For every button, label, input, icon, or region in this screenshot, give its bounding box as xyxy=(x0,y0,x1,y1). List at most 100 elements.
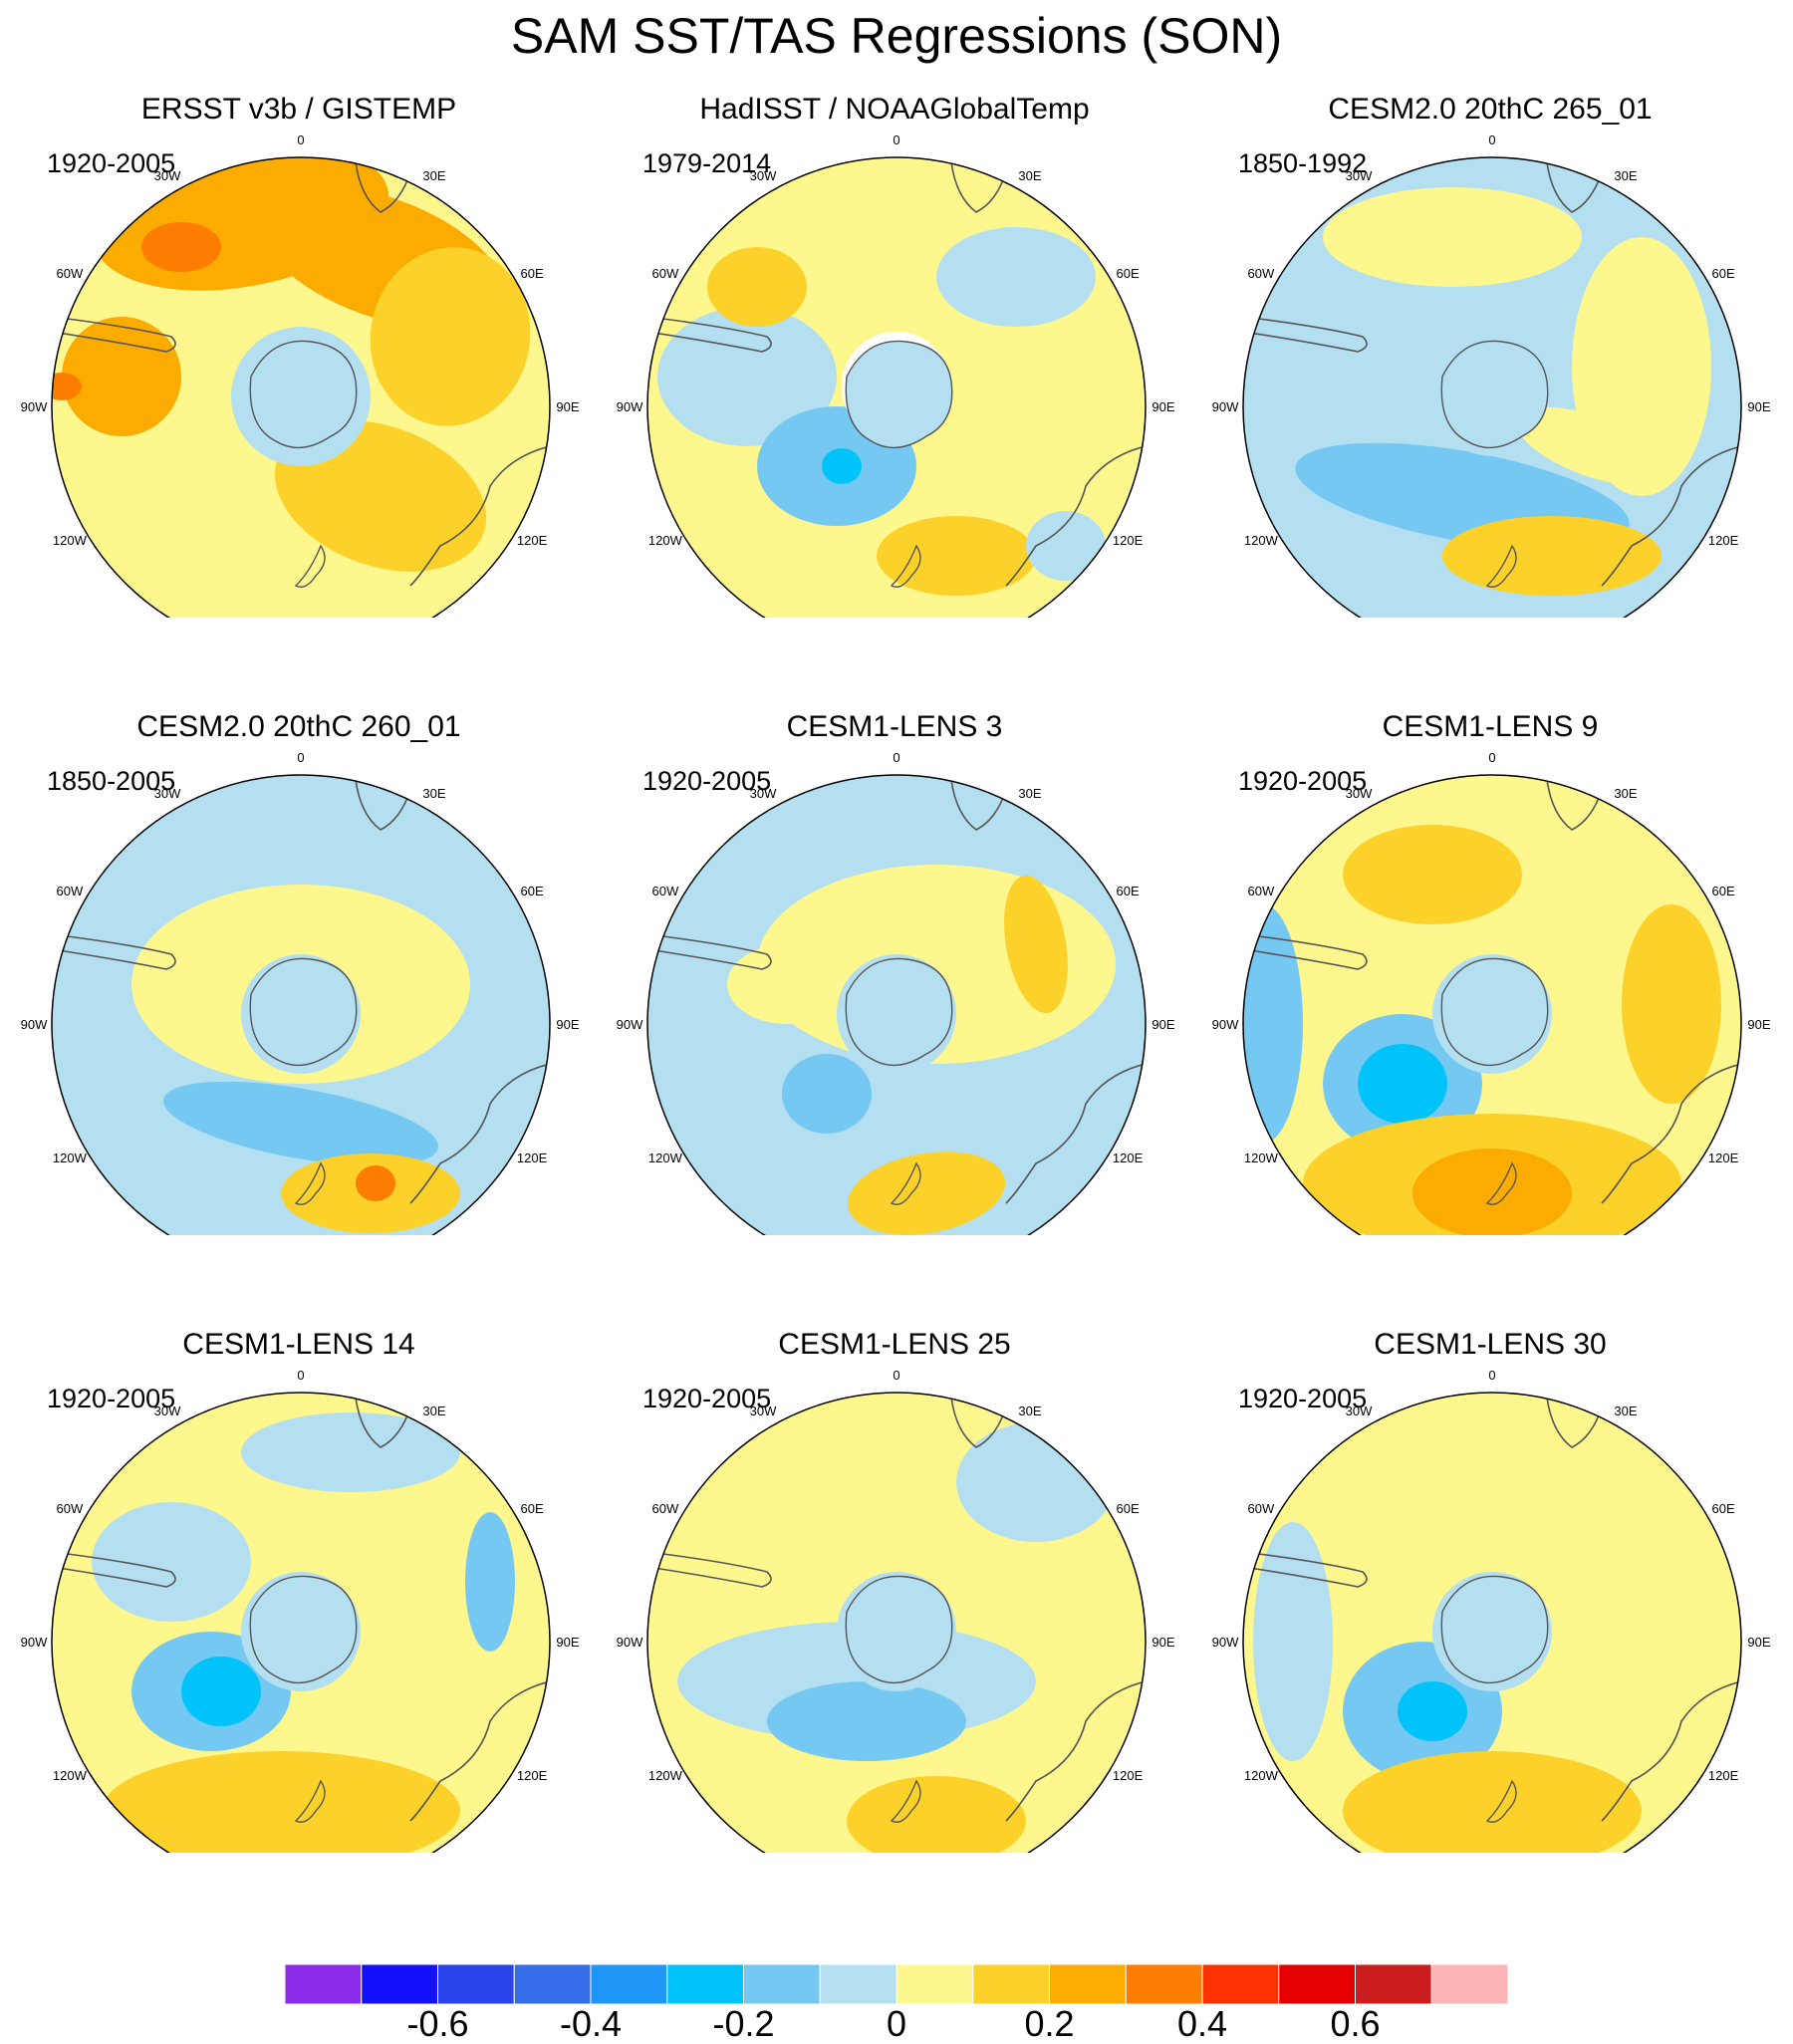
longitude-label: 0 xyxy=(297,1368,304,1383)
contour-region xyxy=(141,222,221,272)
contour-region xyxy=(1343,825,1522,924)
australia-coast xyxy=(1005,1680,1146,1822)
longitude-label: 120W xyxy=(648,1150,683,1165)
contour-region xyxy=(1343,1751,1642,1853)
contour-region xyxy=(877,516,1036,596)
contour-region xyxy=(1026,511,1106,581)
longitude-label: 0 xyxy=(1488,1368,1495,1383)
longitude-label: 60W xyxy=(57,884,84,898)
africa-coast xyxy=(1546,1397,1603,1448)
panel-title: HadISST / NOAAGlobalTemp xyxy=(699,93,1090,126)
africa-coast xyxy=(355,1397,411,1448)
longitude-label: 90E xyxy=(556,399,579,414)
colorbar-swatch xyxy=(437,1964,515,2004)
longitude-label: 30W xyxy=(1346,786,1373,801)
panel-title: CESM1-LENS 3 xyxy=(786,710,1003,743)
map-boundary xyxy=(1242,156,1742,618)
colorbar-tick-label: 0 xyxy=(886,2003,907,2044)
figure-title: SAM SST/TAS Regressions (SON) xyxy=(510,8,1283,64)
longitude-label: 120W xyxy=(1244,1768,1279,1783)
contour-region xyxy=(356,1165,395,1201)
panel-period: 1850-1992 xyxy=(1238,148,1368,178)
colorbar-swatch xyxy=(666,1964,744,2004)
panel-title: CESM2.0 20thC 265_01 xyxy=(1328,93,1653,126)
colorbar-swatch xyxy=(1125,1964,1203,2004)
contour-region xyxy=(822,448,862,484)
contour-region xyxy=(956,1422,1116,1542)
longitude-label: 60E xyxy=(1712,1501,1735,1516)
contour-region xyxy=(162,1081,439,1166)
longitude-label: 0 xyxy=(1488,750,1495,765)
antarctica-outline xyxy=(249,1575,358,1684)
longitude-label: 60E xyxy=(1712,266,1735,281)
longitude-label: 120E xyxy=(517,533,548,548)
map-panel: CESM1-LENS 301920-2005030E60E90E120E150E… xyxy=(1191,1235,1789,1853)
panel-title: CESM2.0 20thC 260_01 xyxy=(136,710,461,743)
contour-region xyxy=(782,1054,872,1134)
antarctica-outline xyxy=(845,1575,953,1684)
longitude-label: 30E xyxy=(1018,1404,1041,1418)
new-zealand-coast xyxy=(294,1161,326,1205)
longitude-label: 90W xyxy=(617,1017,643,1032)
contour-region xyxy=(727,944,847,1024)
longitude-label: 30W xyxy=(154,168,181,183)
contour-region xyxy=(1253,1522,1333,1761)
panel-title: CESM1-LENS 9 xyxy=(1382,710,1599,743)
polar-map: 030E60E90E120E150E180150W120W90W60W30W xyxy=(1212,132,1771,618)
colorbar-swatch xyxy=(1355,1964,1432,2004)
panel-period: 1850-2005 xyxy=(47,766,176,796)
colorbar-tick-label: 0.2 xyxy=(1024,2003,1075,2044)
colorbar-tick-label: 0.6 xyxy=(1330,2003,1381,2044)
colorbar-tick-label: -0.6 xyxy=(406,2003,469,2044)
longitude-label: 90E xyxy=(1747,399,1770,414)
map-boundary xyxy=(51,1392,551,1853)
longitude-label: 90E xyxy=(1152,1017,1174,1032)
africa-coast xyxy=(950,779,1007,831)
longitude-label: 120W xyxy=(648,533,683,548)
longitude-label: 120W xyxy=(1244,1150,1279,1165)
colorbar-tick-label: 0.4 xyxy=(1176,2003,1228,2044)
new-zealand-coast xyxy=(294,544,326,588)
panel-period: 1920-2005 xyxy=(47,1384,176,1413)
colorbar-swatch xyxy=(590,1964,668,2004)
polar-map: 030E60E90E120E150E180150W120W90W60W30W xyxy=(21,132,580,618)
panel-title: CESM1-LENS 25 xyxy=(778,1328,1011,1361)
longitude-label: 60E xyxy=(1712,884,1735,898)
contour-region xyxy=(92,1502,251,1622)
australia-coast xyxy=(1601,1680,1741,1822)
colorbar-swatch xyxy=(1430,1964,1508,2004)
longitude-label: 0 xyxy=(297,750,304,765)
longitude-label: 30W xyxy=(750,1404,777,1418)
contour-region xyxy=(1572,1442,1711,1681)
longitude-label: 30W xyxy=(750,786,777,801)
panel-period: 1920-2005 xyxy=(1238,1384,1368,1413)
longitude-label: 0 xyxy=(893,750,899,765)
africa-coast xyxy=(950,1397,1007,1448)
longitude-label: 30E xyxy=(1614,168,1637,183)
longitude-label: 30W xyxy=(154,786,181,801)
colorbar xyxy=(285,1964,1508,2004)
antarctica-outline xyxy=(1440,1575,1549,1684)
map-panel: CESM1-LENS 91920-2005030E60E90E120E150E1… xyxy=(1191,618,1789,1235)
contour-region xyxy=(102,1751,460,1853)
contour-region xyxy=(847,1776,1026,1853)
africa-coast xyxy=(355,779,411,831)
contour-region xyxy=(1323,187,1582,287)
longitude-label: 120W xyxy=(1244,533,1279,548)
south-america-coast xyxy=(52,316,176,353)
polar-map: 030E60E90E120E150E180150W120W90W60W30W xyxy=(21,750,580,1235)
antarctica-outline xyxy=(1440,340,1549,449)
longitude-label: 90E xyxy=(1747,1635,1770,1650)
colorbar-swatch xyxy=(513,1964,592,2004)
map-boundary xyxy=(1242,774,1742,1235)
africa-coast xyxy=(1546,161,1603,213)
south-america-coast xyxy=(647,933,772,970)
longitude-label: 30E xyxy=(422,168,445,183)
australia-coast xyxy=(1005,1063,1146,1204)
colorbar-swatch xyxy=(285,1964,363,2004)
south-america-coast xyxy=(52,1551,176,1588)
longitude-label: 30E xyxy=(422,786,445,801)
south-america-coast xyxy=(1243,933,1368,970)
map-boundary xyxy=(1242,1392,1742,1853)
colorbar-swatch xyxy=(1278,1964,1356,2004)
